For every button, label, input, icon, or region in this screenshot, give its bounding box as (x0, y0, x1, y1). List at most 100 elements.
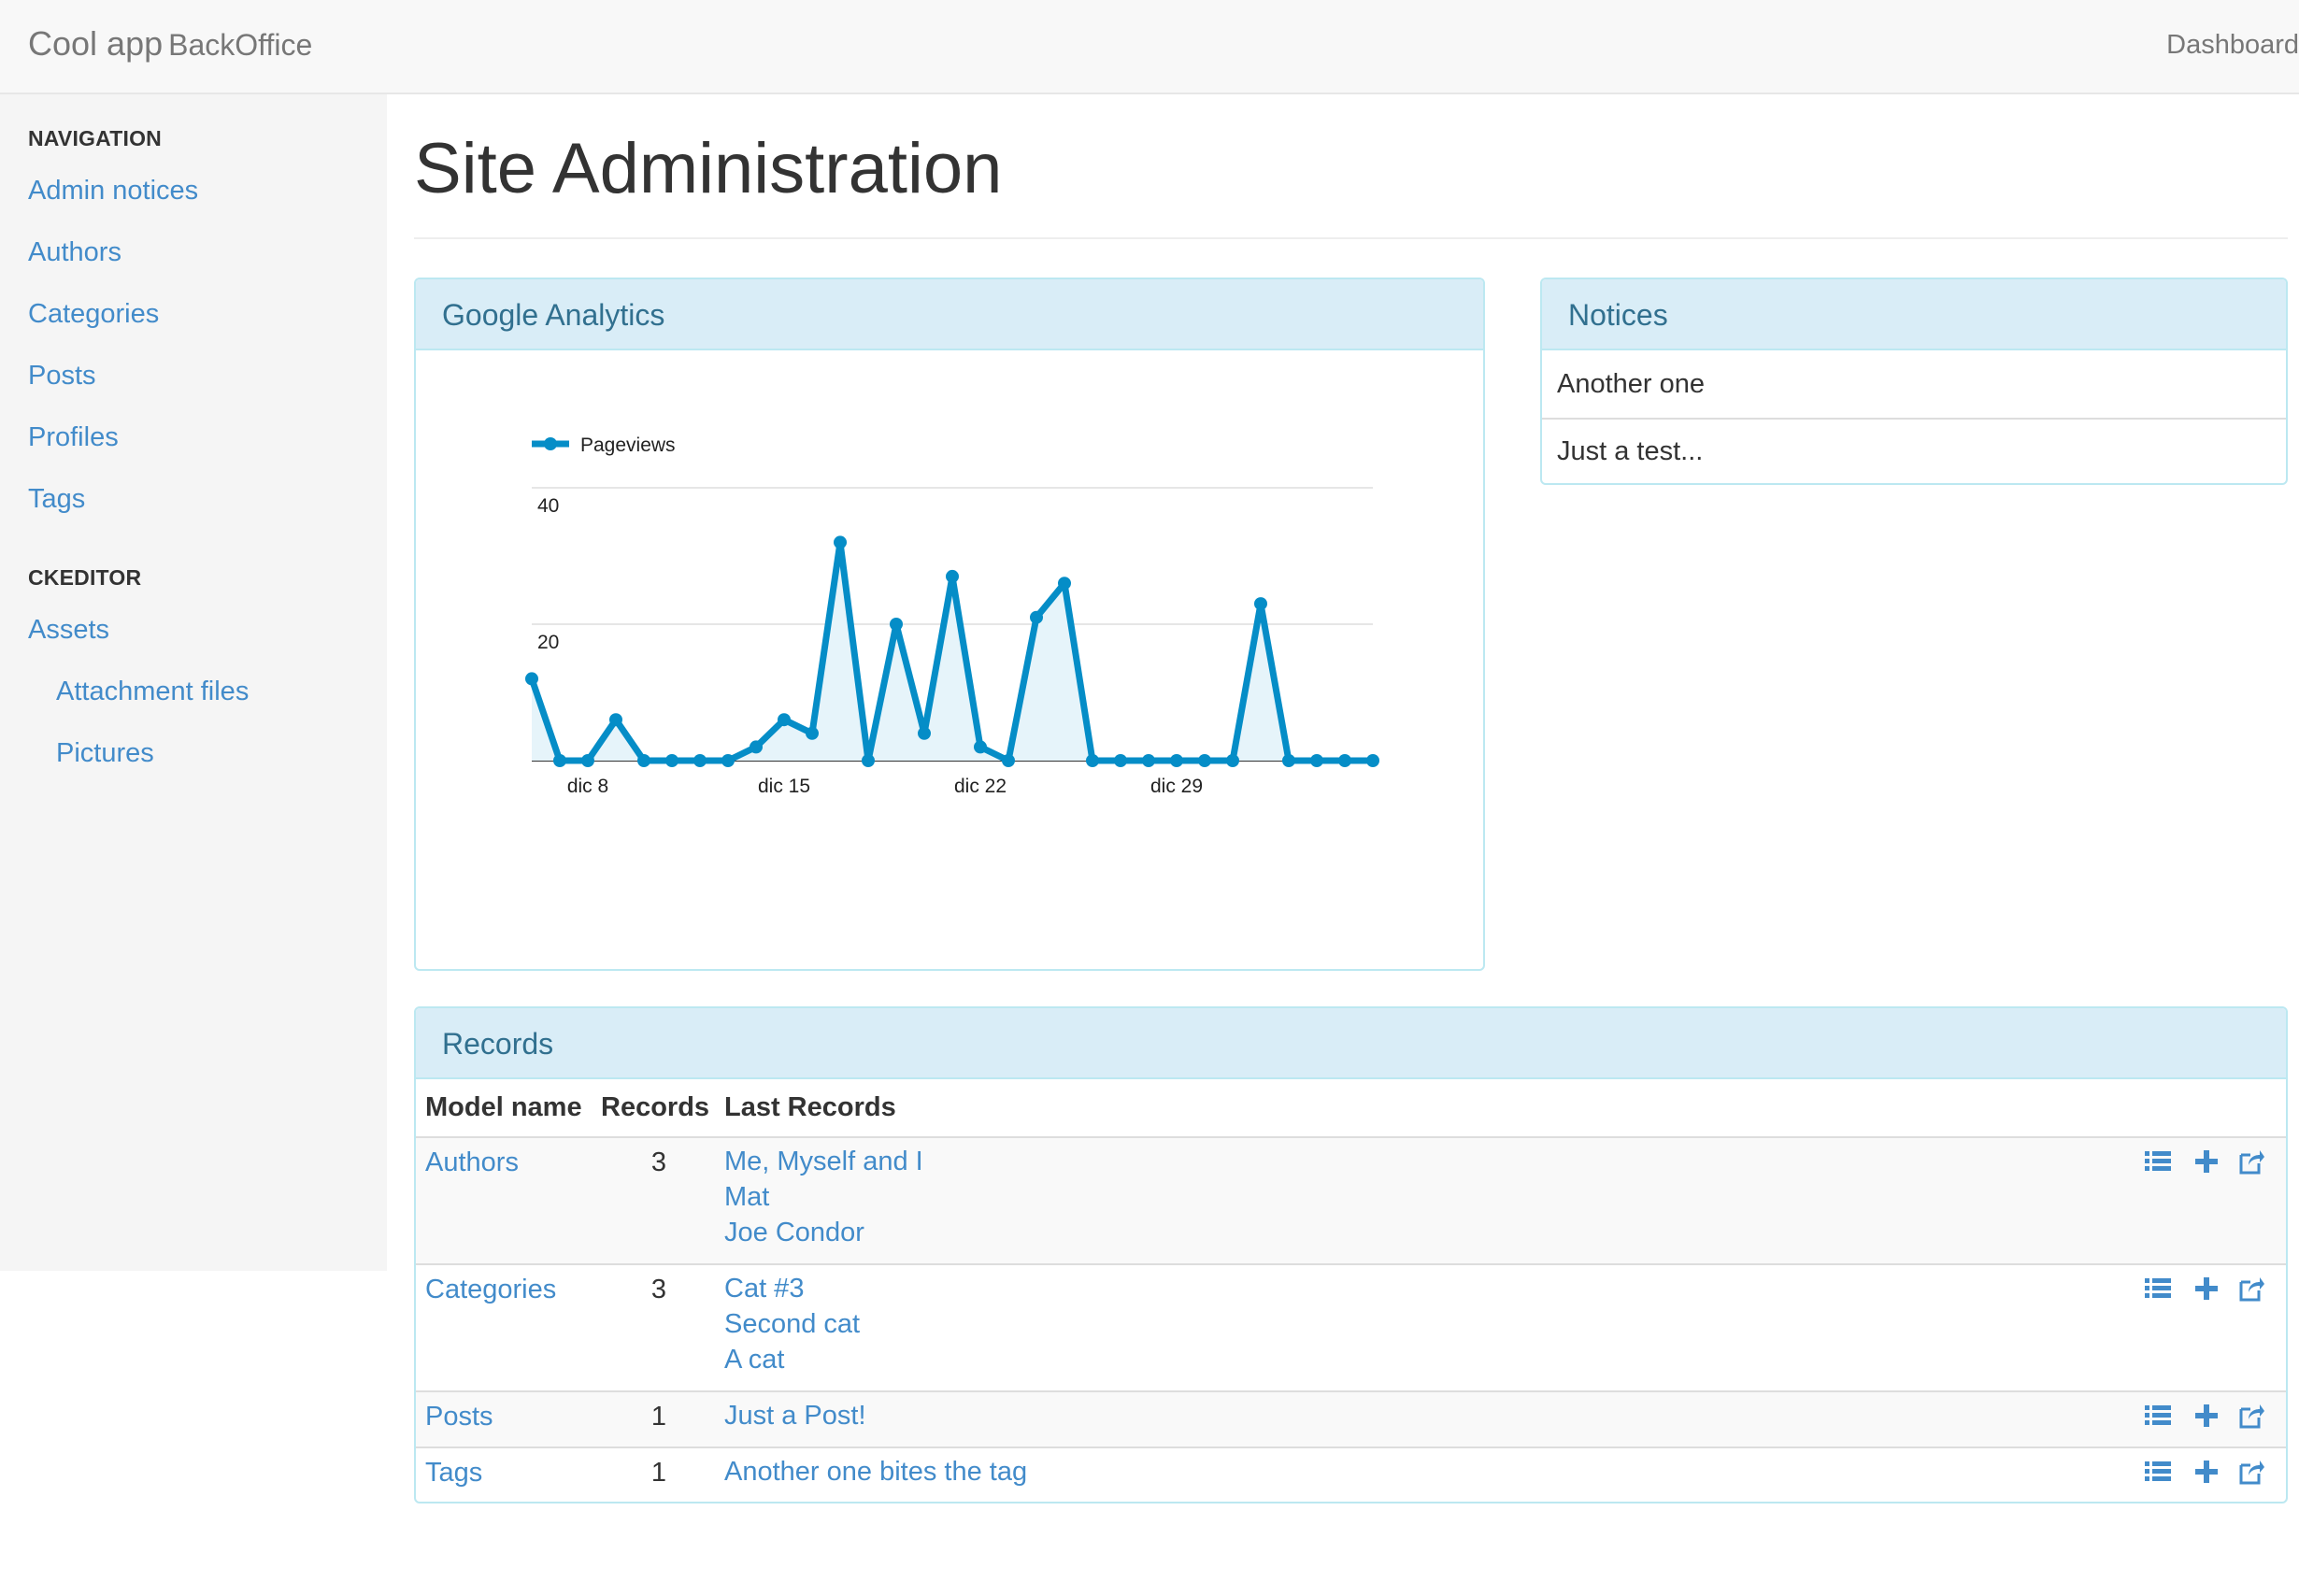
list-icon[interactable] (2144, 1402, 2172, 1430)
data-point (525, 672, 538, 686)
list-icon[interactable] (2144, 1458, 2172, 1486)
data-point (778, 713, 791, 727)
brand[interactable]: Cool app BackOffice (28, 24, 312, 64)
sidebar-item-assets[interactable]: Assets (28, 615, 110, 645)
table-row: Categories 3 Cat #3 Second cat A cat (416, 1263, 2286, 1390)
data-point (637, 754, 650, 767)
data-point (609, 713, 622, 727)
data-point (1002, 754, 1015, 767)
last-records: Cat #3 Second cat A cat (724, 1271, 860, 1377)
row-actions (2144, 1275, 2265, 1306)
dashboard-link[interactable]: Dashboard (2166, 30, 2299, 60)
records-panel-heading: Records (416, 1008, 2286, 1079)
data-point (1310, 754, 1323, 767)
row-actions (2144, 1147, 2265, 1179)
record-count: 3 (650, 1275, 667, 1304)
table-row: Authors 3 Me, Myself and I Mat Joe Condo… (416, 1136, 2286, 1263)
column-header-last-records: Last Records (724, 1092, 896, 1122)
notices-panel-title: Notices (1568, 298, 1668, 332)
legend-swatch-point (544, 437, 557, 450)
list-icon[interactable] (2144, 1147, 2172, 1176)
data-point (1366, 754, 1379, 767)
plus-icon[interactable] (2192, 1275, 2220, 1303)
record-count: 1 (650, 1402, 667, 1432)
record-link[interactable]: Joe Condor (724, 1218, 864, 1247)
share-icon[interactable] (2237, 1147, 2265, 1176)
sidebar-header-navigation: NAVIGATION (28, 126, 162, 150)
last-records: Me, Myself and I Mat Joe Condor (724, 1144, 923, 1250)
record-link[interactable]: Mat (724, 1182, 770, 1212)
data-point (974, 740, 987, 754)
data-point (553, 754, 566, 767)
model-link-posts[interactable]: Posts (425, 1402, 493, 1432)
sidebar: NAVIGATION Admin notices Authors Categor… (0, 94, 387, 1271)
data-point (721, 754, 735, 767)
data-point (946, 569, 959, 583)
legend-label: Pageviews (580, 435, 676, 456)
sidebar-item-profiles[interactable]: Profiles (28, 422, 119, 452)
x-tick-label: dic 8 (567, 776, 608, 797)
plus-icon[interactable] (2192, 1458, 2220, 1486)
notice-item[interactable]: Another one (1557, 369, 1706, 399)
record-link[interactable]: Just a Post! (724, 1401, 866, 1431)
record-count: 1 (650, 1458, 667, 1488)
share-icon[interactable] (2237, 1402, 2265, 1430)
title-divider (414, 237, 2288, 239)
column-header-model-name: Model name (425, 1092, 582, 1122)
data-point (750, 740, 763, 754)
data-point (1226, 754, 1239, 767)
notices-panel-heading: Notices (1542, 279, 2286, 350)
table-row: Tags 1 Another one bites the tag (416, 1446, 2286, 1502)
record-link[interactable]: Second cat (724, 1309, 861, 1339)
x-tick-label: dic 29 (1150, 776, 1203, 797)
data-point (890, 618, 903, 631)
model-link-categories[interactable]: Categories (425, 1275, 557, 1304)
record-link[interactable]: A cat (724, 1345, 785, 1375)
data-point (1030, 610, 1043, 624)
sidebar-item-pictures[interactable]: Pictures (56, 738, 154, 768)
record-link[interactable]: Cat #3 (724, 1274, 805, 1304)
notice-divider (1542, 418, 2286, 420)
record-link[interactable]: Another one bites the tag (724, 1457, 1028, 1487)
plus-icon[interactable] (2192, 1147, 2220, 1176)
data-point (1254, 597, 1267, 611)
row-actions (2144, 1458, 2265, 1489)
model-link-authors[interactable]: Authors (425, 1147, 519, 1177)
page-title: Site Administration (414, 129, 1003, 208)
list-icon[interactable] (2144, 1275, 2172, 1303)
sidebar-item-tags[interactable]: Tags (28, 484, 86, 514)
analytics-panel-title: Google Analytics (442, 298, 665, 332)
y-tick-label: 40 (537, 495, 559, 517)
records-panel-title: Records (442, 1027, 554, 1061)
pageviews-chart: 20 40 dic 8 dic 15 dic 22 dic 29 Pageviews (525, 435, 1379, 797)
sidebar-header-ckeditor: CKEDITOR (28, 565, 142, 590)
brand-subtitle: BackOffice (168, 28, 313, 62)
model-link-tags[interactable]: Tags (425, 1458, 483, 1488)
data-point (1282, 754, 1295, 767)
analytics-panel-heading: Google Analytics (416, 279, 1483, 350)
record-count: 3 (650, 1147, 667, 1177)
notice-item[interactable]: Just a test... (1557, 436, 1704, 466)
notices-panel: Notices Another one Just a test... (1540, 278, 2288, 485)
data-point (693, 754, 707, 767)
data-point (1086, 754, 1099, 767)
sidebar-item-categories[interactable]: Categories (28, 299, 160, 329)
data-point (581, 754, 594, 767)
x-tick-label: dic 15 (758, 776, 810, 797)
sidebar-item-authors[interactable]: Authors (28, 237, 121, 267)
data-point (665, 754, 678, 767)
share-icon[interactable] (2237, 1458, 2265, 1486)
record-link[interactable]: Me, Myself and I (724, 1147, 923, 1176)
sidebar-item-attachment-files[interactable]: Attachment files (56, 677, 250, 706)
row-actions (2144, 1402, 2265, 1433)
share-icon[interactable] (2237, 1275, 2265, 1303)
sidebar-item-posts[interactable]: Posts (28, 361, 96, 391)
data-point (1170, 754, 1183, 767)
data-point (1338, 754, 1351, 767)
column-header-records: Records (601, 1092, 710, 1122)
last-records: Just a Post! (724, 1398, 866, 1433)
sidebar-item-admin-notices[interactable]: Admin notices (28, 176, 199, 206)
data-point (918, 726, 931, 740)
plus-icon[interactable] (2192, 1402, 2220, 1430)
series-area-pageviews (532, 542, 1373, 761)
